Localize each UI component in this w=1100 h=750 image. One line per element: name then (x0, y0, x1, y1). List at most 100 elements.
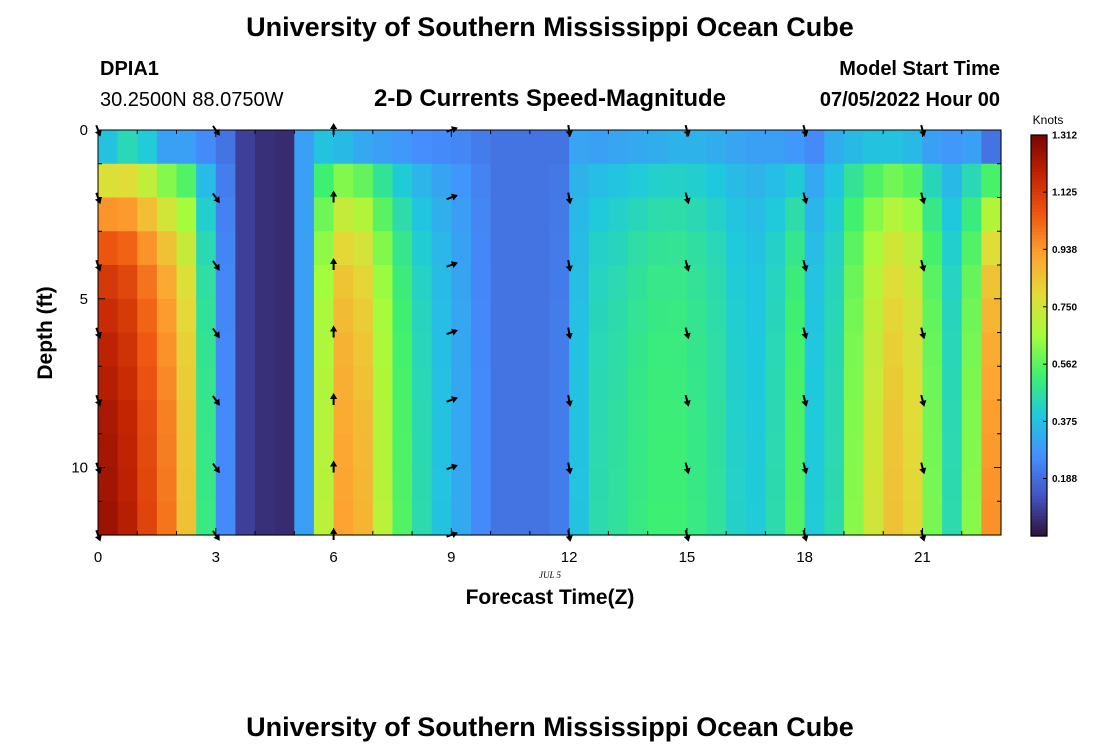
heatmap-cell (196, 130, 217, 165)
heatmap-cell (961, 366, 982, 401)
heatmap-cell (569, 163, 590, 199)
heatmap-cell (981, 130, 1002, 165)
heatmap-cell (569, 130, 590, 165)
colorbar-swatch (1031, 332, 1047, 337)
heatmap-cell (156, 501, 178, 536)
heatmap-cell (333, 130, 354, 165)
heatmap-cell (961, 298, 982, 334)
colorbar-tick-label: 1.125 (1052, 188, 1077, 199)
heatmap-cell (412, 400, 433, 435)
heatmap-cell (628, 332, 649, 367)
heatmap-cell (824, 130, 845, 165)
colorbar-swatch (1031, 295, 1047, 300)
heatmap-cell (529, 467, 551, 502)
colorbar-swatch (1031, 345, 1047, 350)
heatmap-cell (470, 163, 492, 199)
heatmap-cell (902, 231, 924, 266)
heatmap-cell (549, 298, 570, 334)
colorbar-swatch (1031, 151, 1047, 156)
heatmap-cell (706, 298, 727, 334)
heatmap-cell (765, 433, 786, 469)
heatmap-cell (922, 332, 943, 367)
colorbar-tick-label: 0.938 (1052, 245, 1077, 256)
heatmap-cell (902, 400, 924, 435)
heatmap-cell (981, 467, 1002, 502)
heatmap-cell (412, 163, 433, 199)
heatmap-cell (196, 298, 217, 334)
current-arrow (683, 327, 691, 340)
heatmap-cell (608, 366, 629, 401)
heatmap-cell (549, 366, 570, 401)
heatmap-cell (412, 332, 433, 367)
heatmap-cell (98, 467, 119, 502)
heatmap-cell (353, 163, 374, 199)
heatmap-cell (372, 501, 394, 536)
heatmap-cell (902, 467, 924, 502)
colorbar-swatch (1031, 378, 1047, 383)
colorbar-swatch (1031, 325, 1047, 330)
x-axis-label: Forecast Time(Z) (466, 586, 635, 609)
heatmap-cell (235, 366, 256, 401)
heatmap-cell (137, 467, 158, 502)
heatmap-cell (215, 231, 237, 266)
heatmap-cell (569, 231, 590, 266)
colorbar-tick-label: 1.312 (1052, 131, 1077, 142)
colorbar-swatch (1031, 532, 1047, 537)
colorbar-swatch (1031, 388, 1047, 393)
heatmap-cell (470, 298, 492, 334)
heatmap-cell (608, 400, 629, 435)
heatmap-cell (529, 366, 551, 401)
heatmap-cell (706, 130, 727, 165)
heatmap-cell (529, 197, 551, 232)
heatmap-cell (922, 366, 943, 401)
colorbar-swatch (1031, 171, 1047, 176)
heatmap-cell (176, 433, 197, 469)
heatmap-cell (176, 400, 197, 435)
colorbar-swatch (1031, 225, 1047, 230)
heatmap-cell (785, 400, 806, 435)
heatmap-cell (686, 400, 708, 435)
heatmap-cell (235, 197, 256, 232)
heatmap-cell (470, 332, 492, 367)
heatmap-cell (608, 163, 629, 199)
heatmap-cell (608, 433, 629, 469)
heatmap-cell (137, 231, 158, 266)
heatmap-cell (981, 400, 1002, 435)
heatmap-cell (726, 332, 747, 367)
heatmap-cell (372, 433, 394, 469)
heatmap-cell (412, 197, 433, 232)
heatmap-cell (431, 366, 452, 401)
current-arrow (565, 327, 573, 340)
heatmap-cell (274, 197, 295, 232)
heatmap-cell (353, 231, 374, 266)
colorbar-swatch (1031, 302, 1047, 307)
heatmap-cell (353, 130, 374, 165)
heatmap-cell (313, 197, 335, 232)
heatmap-cell (765, 332, 786, 367)
heatmap-cell (843, 197, 865, 232)
heatmap-cell (942, 197, 963, 232)
heatmap-cell (824, 197, 845, 232)
heatmap-cell (569, 298, 590, 334)
heatmap-cell (686, 433, 708, 469)
heatmap-cell (117, 332, 138, 367)
heatmap-cell (451, 197, 472, 232)
heatmap-cell (451, 501, 472, 536)
heatmap-cell (98, 501, 119, 536)
current-arrow (446, 396, 458, 404)
heatmap-cell (98, 130, 119, 165)
colorbar-swatch (1031, 495, 1047, 500)
heatmap-cell (313, 231, 335, 266)
colorbar-swatch (1031, 515, 1047, 520)
current-arrow (330, 325, 338, 338)
current-arrow (330, 393, 338, 405)
colorbar-swatch (1031, 238, 1047, 243)
heatmap-cell (451, 265, 472, 300)
heatmap-cell (117, 400, 138, 435)
heatmap-cell (392, 467, 413, 502)
x-tick-label: 0 (94, 549, 102, 566)
heatmap-cell (510, 130, 531, 165)
heatmap-cell (353, 366, 374, 401)
heatmap-cell (333, 298, 354, 334)
colorbar-swatch (1031, 255, 1047, 260)
